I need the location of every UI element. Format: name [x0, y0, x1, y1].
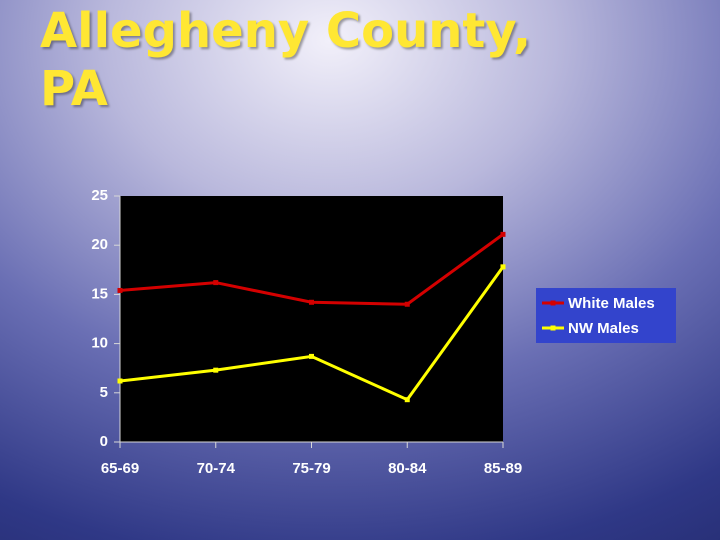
legend-label: White Males	[568, 295, 655, 312]
y-tick-label: 5	[100, 384, 108, 401]
point	[117, 378, 123, 384]
chart-title: Allegheny County, PA	[40, 3, 532, 117]
point	[309, 299, 314, 305]
y-tick-label: 10	[91, 335, 108, 352]
legend-marker	[550, 300, 556, 306]
y-tick-label: 15	[91, 285, 108, 302]
x-tick-label: 85-89	[484, 460, 522, 477]
point	[213, 367, 219, 373]
y-tick-label: 25	[91, 187, 108, 204]
point	[213, 280, 219, 286]
point	[309, 353, 314, 359]
point	[500, 231, 506, 237]
x-tick-label: 70-74	[197, 460, 236, 477]
legend-marker	[550, 325, 556, 331]
point	[404, 397, 410, 403]
x-tick-label: 80-84	[388, 460, 427, 477]
legend-label: NW Males	[568, 320, 639, 337]
x-tick-label: 75-79	[292, 460, 330, 477]
y-tick-label: 20	[91, 236, 108, 253]
point	[117, 287, 123, 293]
x-tick-label: 65-69	[101, 460, 139, 477]
point	[404, 301, 410, 307]
legend-box	[536, 288, 676, 343]
y-tick-label: 0	[100, 433, 108, 450]
point	[500, 264, 506, 270]
plot-area	[120, 196, 503, 442]
